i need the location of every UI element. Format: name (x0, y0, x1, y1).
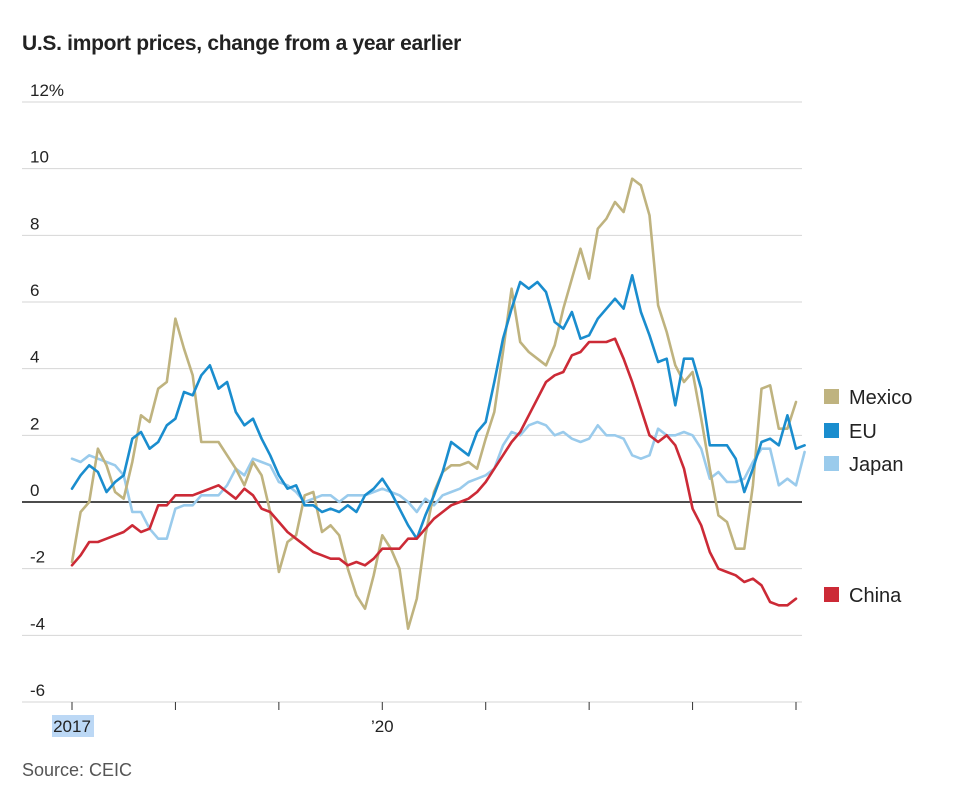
legend: Mexico EU Japan China (824, 387, 912, 607)
y-tick-label: 8 (30, 214, 39, 233)
legend-swatch-japan (824, 456, 839, 471)
chart-title: U.S. import prices, change from a year e… (22, 32, 462, 55)
y-tick-label: -6 (30, 681, 45, 700)
y-tick-label: 10 (30, 148, 49, 167)
y-tick-label: -2 (30, 548, 45, 567)
legend-swatch-mexico (824, 389, 839, 404)
x-tick-label: 2017 (53, 717, 91, 736)
legend-label-mexico: Mexico (849, 387, 912, 409)
legend-label-china: China (849, 585, 902, 607)
y-tick-label: 6 (30, 281, 39, 300)
series-line-china (70, 337, 798, 607)
grid-lines (22, 101, 802, 703)
legend-label-japan: Japan (849, 454, 904, 476)
x-tick-label: ’20 (371, 717, 394, 736)
x-axis: 2017 ’20 (52, 702, 797, 737)
y-axis-labels: 12% 10 8 6 4 2 0 -2 -4 -6 (30, 81, 64, 700)
y-tick-label: 2 (30, 414, 39, 433)
y-tick-label: 4 (30, 348, 39, 367)
series-line-japan (70, 420, 806, 541)
y-tick-label: -4 (30, 614, 45, 633)
series-lines (70, 177, 806, 631)
source-note: Source: CEIC (22, 760, 133, 780)
x-label-selection-highlight (52, 715, 94, 737)
series-line-eu (70, 273, 806, 541)
y-tick-label: 12% (30, 81, 64, 100)
legend-label-eu: EU (849, 421, 877, 443)
y-tick-label: 0 (30, 481, 39, 500)
legend-swatch-eu (824, 423, 839, 438)
legend-swatch-china (824, 587, 839, 602)
